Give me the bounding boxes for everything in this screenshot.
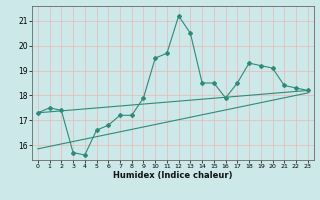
X-axis label: Humidex (Indice chaleur): Humidex (Indice chaleur)	[113, 171, 233, 180]
